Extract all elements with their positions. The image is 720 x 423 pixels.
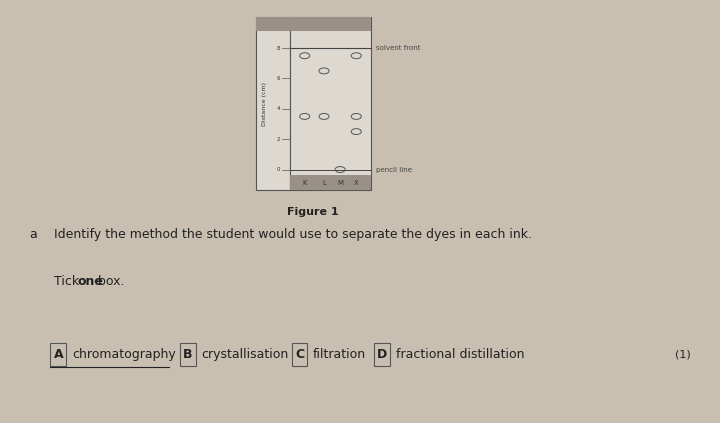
Text: fractional distillation: fractional distillation [396,348,524,360]
Text: A: A [53,348,63,360]
Text: L: L [322,179,326,186]
Bar [50,343,66,366]
Text: Tick: Tick [54,275,83,288]
Bar [180,343,196,366]
Text: 6: 6 [276,76,280,81]
Bar [292,343,307,366]
Text: (1): (1) [675,349,691,359]
Text: D: D [377,348,387,360]
Text: box.: box. [94,275,125,288]
Bar [290,175,371,190]
Text: 4: 4 [276,106,280,111]
Text: X: X [354,179,359,186]
Text: B: B [183,348,193,360]
Text: 8: 8 [276,46,280,51]
Bar [256,17,290,190]
Text: one: one [78,275,104,288]
Bar [290,17,371,31]
Text: a: a [29,228,37,242]
Text: solvent front: solvent front [376,45,420,51]
Text: C: C [295,348,304,360]
Text: Distance (cm): Distance (cm) [263,82,267,126]
Text: 2: 2 [276,137,280,142]
Text: K: K [302,179,307,186]
Text: 0: 0 [276,167,280,172]
Text: filtration: filtration [313,348,366,360]
Bar [374,343,390,366]
Text: Figure 1: Figure 1 [287,207,339,217]
Text: crystallisation: crystallisation [202,348,289,360]
Bar [256,17,290,31]
Text: pencil line: pencil line [376,167,412,173]
Text: chromatography: chromatography [72,348,176,360]
Bar [290,17,371,190]
Text: M: M [337,179,343,186]
Text: Identify the method the student would use to separate the dyes in each ink.: Identify the method the student would us… [54,228,532,242]
